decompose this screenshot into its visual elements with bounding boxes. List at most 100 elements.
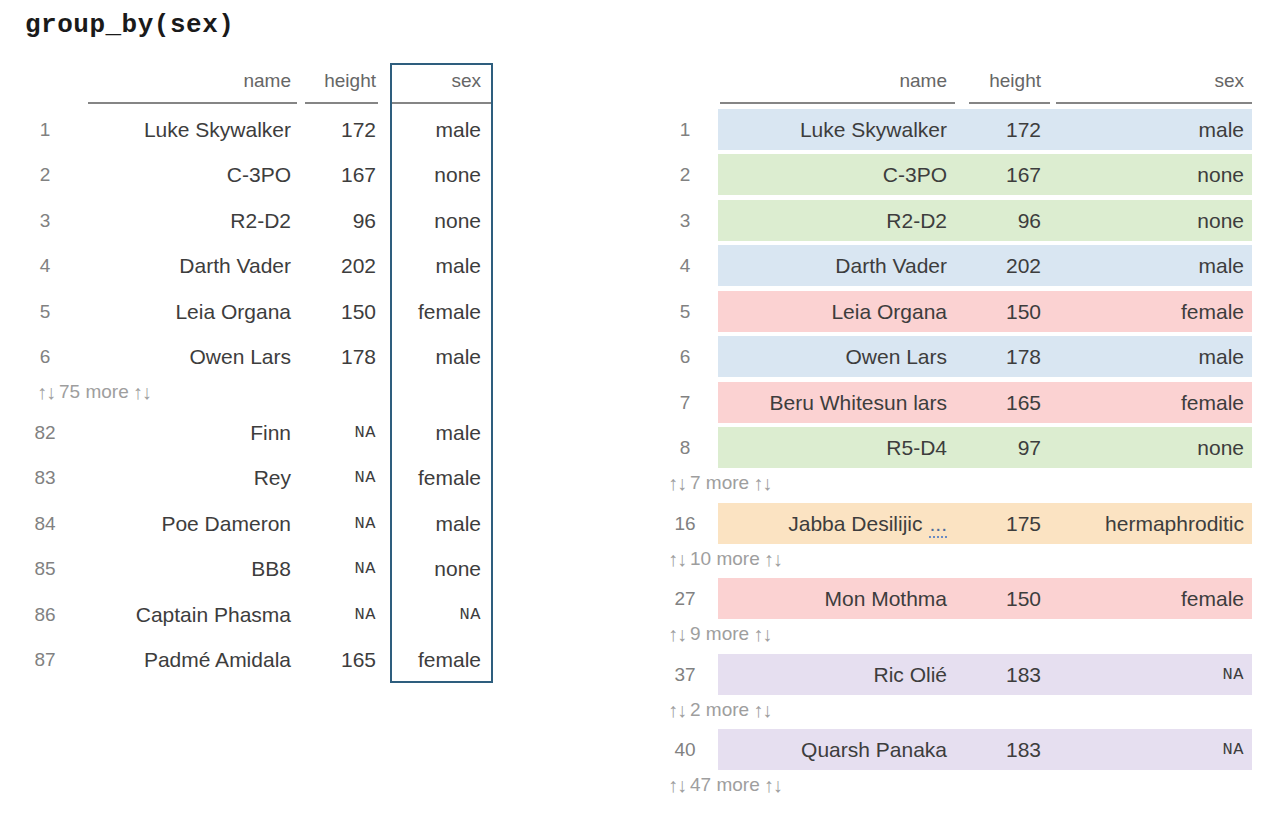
sort-arrows-icon: ↑↓ xyxy=(668,544,686,574)
sex-cell: none xyxy=(390,154,493,195)
sex-cell: female xyxy=(390,291,493,332)
table-row: 5 Leia Organa 150 female xyxy=(666,286,1252,332)
table-header: name height sex xyxy=(666,61,1252,104)
sort-arrows-icon: ↑↓ xyxy=(753,619,771,649)
group-color-band: Darth Vader 202 male xyxy=(718,245,1252,286)
column-header-sex: sex xyxy=(390,61,493,104)
sex-cell: male xyxy=(1050,109,1252,150)
sex-cell: none xyxy=(1050,200,1252,241)
table-row: 6 Owen Lars 178 male xyxy=(28,332,493,378)
name-cell: Leia Organa xyxy=(718,291,955,332)
row-number: 1 xyxy=(666,109,704,150)
row-number: 2 xyxy=(28,154,62,195)
name-cell: Quarsh Panaka xyxy=(718,729,955,770)
name-cell: Rey xyxy=(62,457,297,498)
sex-cell: male xyxy=(390,109,493,150)
row-number: 1 xyxy=(28,109,62,150)
height-cell: 150 xyxy=(305,291,378,332)
height-cell: 165 xyxy=(955,382,1050,423)
name-cell: Owen Lars xyxy=(62,336,297,377)
height-cell: 96 xyxy=(955,200,1050,241)
table-row: 3 R2-D2 96 none xyxy=(28,195,493,241)
sort-arrows-icon: ↑↓ xyxy=(133,377,151,407)
table-row: 37 Ric Olié 183 NA xyxy=(666,649,1252,695)
table-row: 84 Poe Dameron NA male xyxy=(28,498,493,544)
row-number: 16 xyxy=(666,503,704,544)
row-number: 82 xyxy=(28,412,62,453)
height-cell: NA xyxy=(305,412,378,453)
row-number: 27 xyxy=(666,578,704,619)
row-number: 87 xyxy=(28,639,62,680)
row-number: 40 xyxy=(666,729,704,770)
sex-cell: female xyxy=(1050,578,1252,619)
column-header-height: height xyxy=(305,61,378,104)
table-row: 8 R5-D4 97 none xyxy=(666,423,1252,469)
sex-cell: NA xyxy=(390,594,493,635)
row-number: 2 xyxy=(666,154,704,195)
table-row: 1 Luke Skywalker 172 male xyxy=(28,104,493,150)
name-text: Jabba Desilijic xyxy=(788,503,922,544)
sex-cell: male xyxy=(390,412,493,453)
name-cell: Captain Phasma xyxy=(62,594,297,635)
name-cell: Luke Skywalker xyxy=(62,109,297,150)
table-row: 2 C-3PO 167 none xyxy=(28,150,493,196)
height-cell: NA xyxy=(305,457,378,498)
row-number: 4 xyxy=(28,245,62,286)
height-cell: 178 xyxy=(305,336,378,377)
table-row: 83 Rey NA female xyxy=(28,453,493,499)
name-cell: Ric Olié xyxy=(718,654,955,695)
row-number: 3 xyxy=(28,200,62,241)
sex-cell: female xyxy=(390,457,493,498)
row-number-header xyxy=(666,61,704,102)
sex-cell: none xyxy=(1050,427,1252,468)
sex-cell: female xyxy=(1050,291,1252,332)
row-number: 37 xyxy=(666,654,704,695)
height-cell: 97 xyxy=(955,427,1050,468)
sex-cell: female xyxy=(1050,382,1252,423)
group-color-band: R5-D4 97 none xyxy=(718,427,1252,468)
diagram-canvas: group_by(sex) name height sex 1 Luke Sky… xyxy=(0,0,1280,821)
name-cell: Darth Vader xyxy=(718,245,955,286)
name-cell: Darth Vader xyxy=(62,245,297,286)
height-cell: 183 xyxy=(955,729,1050,770)
sex-cell: female xyxy=(390,639,493,680)
name-cell: Leia Organa xyxy=(62,291,297,332)
row-number: 85 xyxy=(28,548,62,589)
more-rows-indicator: ↑↓ 2 more ↑↓ xyxy=(666,695,1252,725)
group-color-band: Owen Lars 178 male xyxy=(718,336,1252,377)
table-row: 3 R2-D2 96 none xyxy=(666,195,1252,241)
row-number: 83 xyxy=(28,457,62,498)
height-cell: 167 xyxy=(955,154,1050,195)
name-cell: R2-D2 xyxy=(62,200,297,241)
left-table: name height sex 1 Luke Skywalker 172 mal… xyxy=(28,61,493,680)
more-rows-indicator: ↑↓ 47 more ↑↓ xyxy=(666,770,1252,800)
table-row: 87 Padmé Amidala 165 female xyxy=(28,635,493,681)
height-cell: NA xyxy=(305,548,378,589)
sex-cell: NA xyxy=(1050,729,1252,770)
sort-arrows-icon: ↑↓ xyxy=(764,770,782,800)
height-cell: NA xyxy=(305,503,378,544)
name-cell: R5-D4 xyxy=(718,427,955,468)
sex-cell: male xyxy=(1050,245,1252,286)
name-cell: Owen Lars xyxy=(718,336,955,377)
more-rows-indicator: ↑↓ 7 more ↑↓ xyxy=(666,468,1252,498)
page-title: group_by(sex) xyxy=(25,10,234,40)
group-color-band: Beru Whitesun lars 165 female xyxy=(718,382,1252,423)
row-number: 5 xyxy=(666,291,704,332)
table-row: 85 BB8 NA none xyxy=(28,544,493,590)
group-color-band: Mon Mothma 150 female xyxy=(718,578,1252,619)
table-header: name height sex xyxy=(28,61,493,104)
row-number: 5 xyxy=(28,291,62,332)
table-row: 40 Quarsh Panaka 183 NA xyxy=(666,725,1252,771)
name-cell: C-3PO xyxy=(62,154,297,195)
table-row: 7 Beru Whitesun lars 165 female xyxy=(666,377,1252,423)
table-row: 27 Mon Mothma 150 female xyxy=(666,574,1252,620)
sort-arrows-icon: ↑↓ xyxy=(668,695,686,725)
height-cell: NA xyxy=(305,594,378,635)
group-color-band: Quarsh Panaka 183 NA xyxy=(718,729,1252,770)
name-cell: Jabba Desilijic ... xyxy=(718,503,955,544)
row-number: 6 xyxy=(666,336,704,377)
group-color-band: Luke Skywalker 172 male xyxy=(718,109,1252,150)
more-rows-label: 10 more xyxy=(690,544,760,574)
truncation-ellipsis[interactable]: ... xyxy=(929,512,947,538)
